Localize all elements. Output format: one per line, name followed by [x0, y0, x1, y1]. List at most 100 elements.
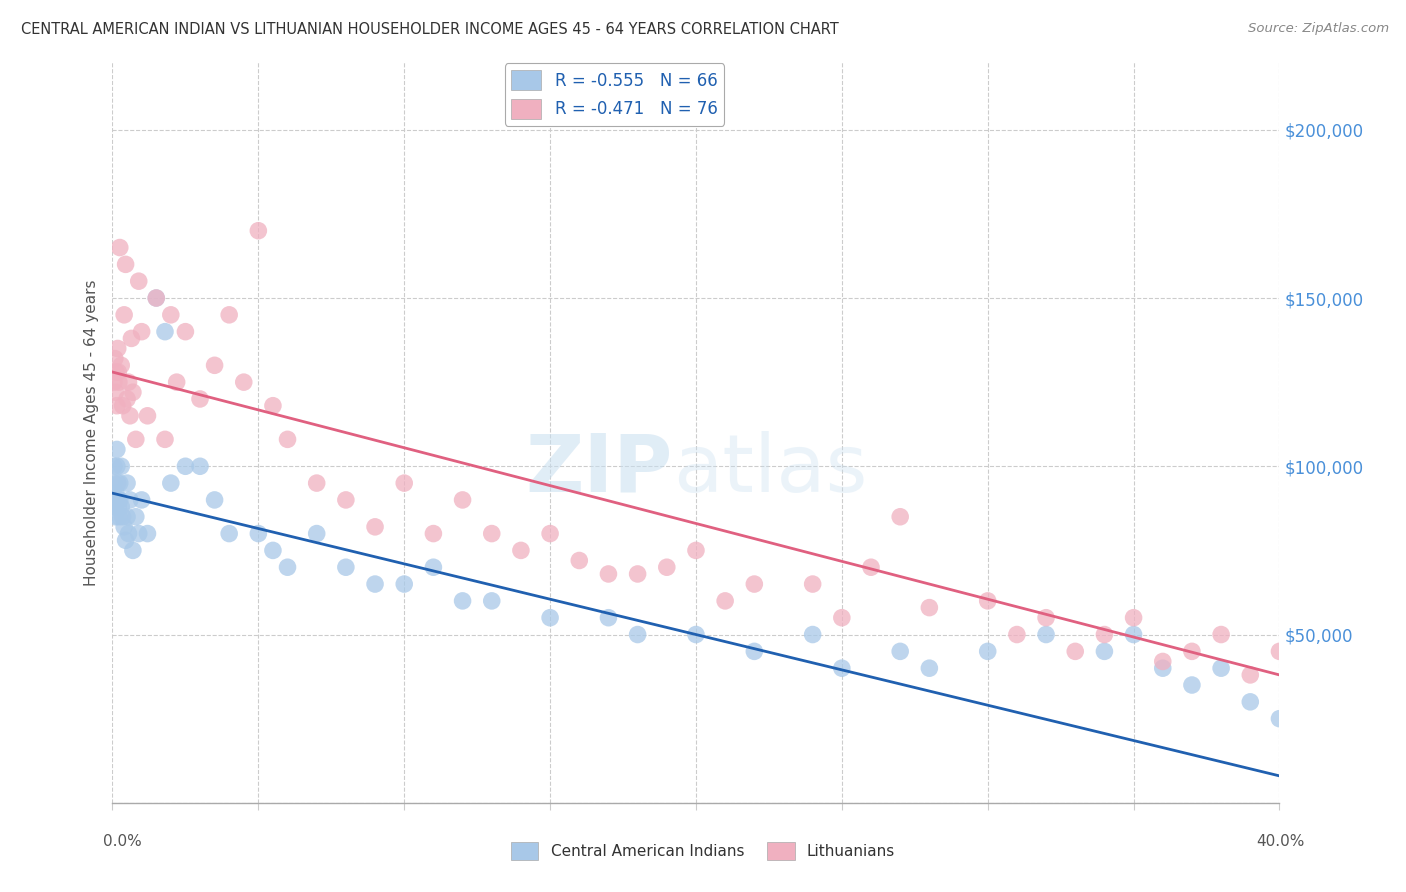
Point [232, 375, 254, 389]
Point [125, 433, 148, 447]
Legend: Central American Indians, Lithuanians: Central American Indians, Lithuanians [505, 836, 901, 866]
Point [335, 560, 357, 574]
Point [105, 442, 128, 457]
Point [976, 594, 998, 608]
Point [744, 577, 766, 591]
Point [1282, 695, 1305, 709]
Point [105, 399, 128, 413]
Text: CENTRAL AMERICAN INDIAN VS LITHUANIAN HOUSEHOLDER INCOME AGES 45 - 64 YEARS CORR: CENTRAL AMERICAN INDIAN VS LITHUANIAN HO… [21, 22, 839, 37]
Point [104, 500, 127, 514]
Point [1035, 610, 1057, 624]
Point [1181, 678, 1204, 692]
Point [1385, 655, 1406, 669]
Point [118, 409, 141, 423]
Point [115, 509, 138, 524]
Point [976, 644, 998, 658]
Point [103, 375, 125, 389]
Point [1094, 644, 1116, 658]
Point [598, 566, 620, 581]
Point [104, 486, 127, 500]
Point [364, 577, 387, 591]
Point [1355, 476, 1378, 491]
Point [166, 375, 188, 389]
Point [108, 509, 131, 524]
Point [131, 325, 153, 339]
Text: 0.0%: 0.0% [103, 834, 142, 848]
Point [218, 308, 240, 322]
Point [831, 661, 853, 675]
Point [104, 351, 127, 366]
Point [422, 560, 444, 574]
Point [262, 543, 284, 558]
Point [103, 476, 125, 491]
Point [145, 291, 167, 305]
Point [918, 661, 941, 675]
Point [111, 509, 134, 524]
Point [889, 509, 911, 524]
Point [118, 492, 141, 507]
Point [114, 533, 136, 548]
Point [1035, 627, 1057, 641]
Point [107, 342, 129, 356]
Point [627, 566, 650, 581]
Point [685, 627, 707, 641]
Point [114, 257, 136, 271]
Point [335, 492, 357, 507]
Point [1122, 627, 1144, 641]
Point [188, 459, 211, 474]
Point [108, 476, 131, 491]
Point [104, 509, 127, 524]
Point [218, 526, 240, 541]
Legend: R = -0.555   N = 66, R = -0.471   N = 76: R = -0.555 N = 66, R = -0.471 N = 76 [505, 63, 724, 126]
Point [1122, 610, 1144, 624]
Point [112, 520, 135, 534]
Point [364, 520, 387, 534]
Point [1152, 661, 1174, 675]
Point [110, 359, 132, 373]
Point [1298, 722, 1320, 736]
Point [918, 600, 941, 615]
Point [204, 359, 226, 373]
Point [108, 492, 131, 507]
Point [117, 526, 139, 541]
Point [112, 308, 135, 322]
Point [160, 308, 183, 322]
Point [115, 476, 138, 491]
Point [136, 526, 159, 541]
Point [627, 627, 650, 641]
Point [122, 543, 145, 558]
Point [128, 526, 150, 541]
Point [153, 325, 176, 339]
Point [568, 553, 591, 567]
Point [860, 560, 883, 574]
Point [422, 526, 444, 541]
Point [247, 224, 270, 238]
Point [1064, 644, 1087, 658]
Point [394, 577, 416, 591]
Point [305, 476, 328, 491]
Point [1211, 627, 1233, 641]
Text: ZIP: ZIP [526, 431, 672, 508]
Point [174, 459, 197, 474]
Point [262, 399, 284, 413]
Point [801, 577, 824, 591]
Point [744, 644, 766, 658]
Point [598, 610, 620, 624]
Point [889, 644, 911, 658]
Point [115, 392, 138, 406]
Point [1327, 688, 1350, 702]
Point [107, 365, 129, 379]
Point [136, 409, 159, 423]
Point [451, 492, 474, 507]
Point [122, 385, 145, 400]
Point [538, 526, 561, 541]
Point [685, 543, 707, 558]
Point [107, 476, 129, 491]
Point [655, 560, 678, 574]
Point [714, 594, 737, 608]
Point [1298, 769, 1320, 783]
Point [103, 459, 125, 474]
Point [1005, 627, 1028, 641]
Point [1181, 644, 1204, 658]
Text: 40.0%: 40.0% [1257, 834, 1305, 848]
